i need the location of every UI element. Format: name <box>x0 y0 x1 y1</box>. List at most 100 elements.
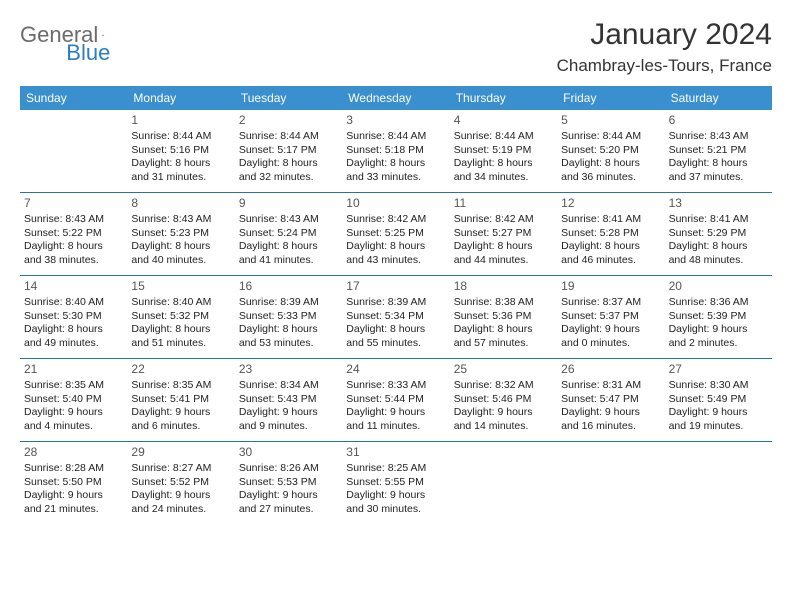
day-cell: 8Sunrise: 8:43 AMSunset: 5:23 PMDaylight… <box>127 193 234 275</box>
sunset-line: Sunset: 5:17 PM <box>239 144 338 157</box>
sunset-line: Sunset: 5:32 PM <box>131 310 230 323</box>
day-cell: 3Sunrise: 8:44 AMSunset: 5:18 PMDaylight… <box>342 110 449 192</box>
daylight-line: Daylight: 8 hours <box>454 157 553 170</box>
day-cell: 26Sunrise: 8:31 AMSunset: 5:47 PMDayligh… <box>557 359 664 441</box>
daylight-line: and 33 minutes. <box>346 171 445 184</box>
daylight-line: Daylight: 9 hours <box>669 406 768 419</box>
sunset-line: Sunset: 5:55 PM <box>346 476 445 489</box>
sunset-line: Sunset: 5:43 PM <box>239 393 338 406</box>
daylight-line: Daylight: 8 hours <box>24 240 123 253</box>
day-number: 6 <box>669 113 768 128</box>
sunset-line: Sunset: 5:47 PM <box>561 393 660 406</box>
sunrise-line: Sunrise: 8:42 AM <box>346 213 445 226</box>
sunset-line: Sunset: 5:22 PM <box>24 227 123 240</box>
daylight-line: Daylight: 8 hours <box>346 157 445 170</box>
sunrise-line: Sunrise: 8:33 AM <box>346 379 445 392</box>
daylight-line: and 57 minutes. <box>454 337 553 350</box>
sunrise-line: Sunrise: 8:37 AM <box>561 296 660 309</box>
sunset-line: Sunset: 5:24 PM <box>239 227 338 240</box>
sunset-line: Sunset: 5:23 PM <box>131 227 230 240</box>
sunrise-line: Sunrise: 8:38 AM <box>454 296 553 309</box>
day-cell: 29Sunrise: 8:27 AMSunset: 5:52 PMDayligh… <box>127 442 234 524</box>
page-title: January 2024 <box>557 18 772 52</box>
sunrise-line: Sunrise: 8:40 AM <box>131 296 230 309</box>
daylight-line: and 24 minutes. <box>131 503 230 516</box>
day-number: 15 <box>131 279 230 294</box>
sunset-line: Sunset: 5:41 PM <box>131 393 230 406</box>
day-cell: 13Sunrise: 8:41 AMSunset: 5:29 PMDayligh… <box>665 193 772 275</box>
daylight-line: Daylight: 8 hours <box>454 323 553 336</box>
daylight-line: and 16 minutes. <box>561 420 660 433</box>
sunrise-line: Sunrise: 8:35 AM <box>24 379 123 392</box>
daylight-line: Daylight: 8 hours <box>131 323 230 336</box>
daylight-line: Daylight: 8 hours <box>239 240 338 253</box>
sunset-line: Sunset: 5:28 PM <box>561 227 660 240</box>
sunrise-line: Sunrise: 8:40 AM <box>24 296 123 309</box>
brand-part2: Blue <box>66 40 110 66</box>
day-number: 18 <box>454 279 553 294</box>
sunset-line: Sunset: 5:30 PM <box>24 310 123 323</box>
daylight-line: Daylight: 9 hours <box>346 489 445 502</box>
day-number: 5 <box>561 113 660 128</box>
title-block: January 2024 Chambray-les-Tours, France <box>557 18 772 76</box>
day-number: 31 <box>346 445 445 460</box>
day-cell: 27Sunrise: 8:30 AMSunset: 5:49 PMDayligh… <box>665 359 772 441</box>
day-cell: 9Sunrise: 8:43 AMSunset: 5:24 PMDaylight… <box>235 193 342 275</box>
day-cell: 31 Sunrise: 8:25 AMSunset: 5:55 PMDayligh… <box>342 442 449 524</box>
daylight-line: Daylight: 9 hours <box>346 406 445 419</box>
day-cell: 23Sunrise: 8:34 AMSunset: 5:43 PMDayligh… <box>235 359 342 441</box>
daylight-line: Daylight: 8 hours <box>561 157 660 170</box>
dow-friday: Friday <box>557 86 664 110</box>
daylight-line: Daylight: 8 hours <box>24 323 123 336</box>
daylight-line: Daylight: 9 hours <box>24 406 123 419</box>
daylight-line: and 43 minutes. <box>346 254 445 267</box>
day-number: 7 <box>24 196 123 211</box>
sunrise-line: Sunrise: 8:44 AM <box>561 130 660 143</box>
day-number: 25 <box>454 362 553 377</box>
day-number: 23 <box>239 362 338 377</box>
daylight-line: and 6 minutes. <box>131 420 230 433</box>
daylight-line: Daylight: 8 hours <box>454 240 553 253</box>
day-number: 20 <box>669 279 768 294</box>
sunrise-line: Sunrise: 8:44 AM <box>454 130 553 143</box>
day-number: 14 <box>24 279 123 294</box>
day-cell: 17Sunrise: 8:39 AMSunset: 5:34 PMDayligh… <box>342 276 449 358</box>
daylight-line: and 4 minutes. <box>24 420 123 433</box>
daylight-line: Daylight: 8 hours <box>346 240 445 253</box>
sunset-line: Sunset: 5:53 PM <box>239 476 338 489</box>
day-cell: 4Sunrise: 8:44 AMSunset: 5:19 PMDaylight… <box>450 110 557 192</box>
daylight-line: and 37 minutes. <box>669 171 768 184</box>
day-number: 1 <box>131 113 230 128</box>
location-subtitle: Chambray-les-Tours, France <box>557 56 772 76</box>
dow-tuesday: Tuesday <box>235 86 342 110</box>
daylight-line: and 32 minutes. <box>239 171 338 184</box>
daylight-line: Daylight: 8 hours <box>669 157 768 170</box>
sunrise-line: Sunrise: 8:25 AM <box>346 462 445 475</box>
day-cell <box>450 442 557 524</box>
daylight-line: and 44 minutes. <box>454 254 553 267</box>
weeks-container: 1Sunrise: 8:44 AMSunset: 5:16 PMDaylight… <box>20 110 772 524</box>
daylight-line: Daylight: 8 hours <box>669 240 768 253</box>
sunrise-line: Sunrise: 8:44 AM <box>346 130 445 143</box>
daylight-line: Daylight: 9 hours <box>669 323 768 336</box>
sunrise-line: Sunrise: 8:31 AM <box>561 379 660 392</box>
day-number: 4 <box>454 113 553 128</box>
dow-thursday: Thursday <box>450 86 557 110</box>
day-cell: 25Sunrise: 8:32 AMSunset: 5:46 PMDayligh… <box>450 359 557 441</box>
sunrise-line: Sunrise: 8:44 AM <box>239 130 338 143</box>
daylight-line: Daylight: 8 hours <box>131 157 230 170</box>
day-number: 11 <box>454 196 553 211</box>
day-number: 13 <box>669 196 768 211</box>
sunset-line: Sunset: 5:40 PM <box>24 393 123 406</box>
day-number: 22 <box>131 362 230 377</box>
day-number: 8 <box>131 196 230 211</box>
dow-row: Sunday Monday Tuesday Wednesday Thursday… <box>20 86 772 110</box>
sunrise-line: Sunrise: 8:27 AM <box>131 462 230 475</box>
day-number: 12 <box>561 196 660 211</box>
dow-wednesday: Wednesday <box>342 86 449 110</box>
day-number: 28 <box>24 445 123 460</box>
daylight-line: and 40 minutes. <box>131 254 230 267</box>
day-cell: 19Sunrise: 8:37 AMSunset: 5:37 PMDayligh… <box>557 276 664 358</box>
sunset-line: Sunset: 5:21 PM <box>669 144 768 157</box>
sunset-line: Sunset: 5:46 PM <box>454 393 553 406</box>
